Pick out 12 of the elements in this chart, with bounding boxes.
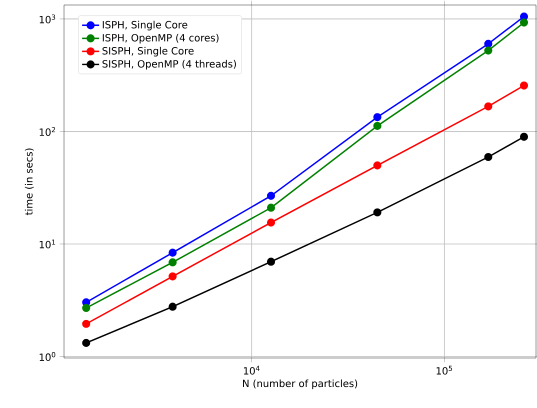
x-tick-label: 10$^{4}$ bbox=[244, 366, 260, 375]
y-axis-title: time (in secs) bbox=[24, 148, 34, 216]
y-tick-label: 10$^{2}$ bbox=[40, 126, 56, 136]
y-tick-label: 10$^{0}$ bbox=[40, 352, 56, 361]
legend-label: ISPH, Single Core bbox=[102, 20, 188, 30]
x-tick-label: 10$^{5}$ bbox=[436, 366, 452, 375]
legend-label: SISPH, Single Core bbox=[102, 46, 194, 57]
legend-label: ISPH, OpenMP (4 cores) bbox=[102, 34, 219, 44]
y-tick-label: 10$^{1}$ bbox=[40, 240, 56, 248]
legend-label: SISPH, OpenMP (4 threads) bbox=[102, 60, 236, 70]
y-tick-label: 10$^{3}$ bbox=[40, 14, 56, 24]
x-axis-title: N (number of particles) bbox=[243, 379, 358, 390]
